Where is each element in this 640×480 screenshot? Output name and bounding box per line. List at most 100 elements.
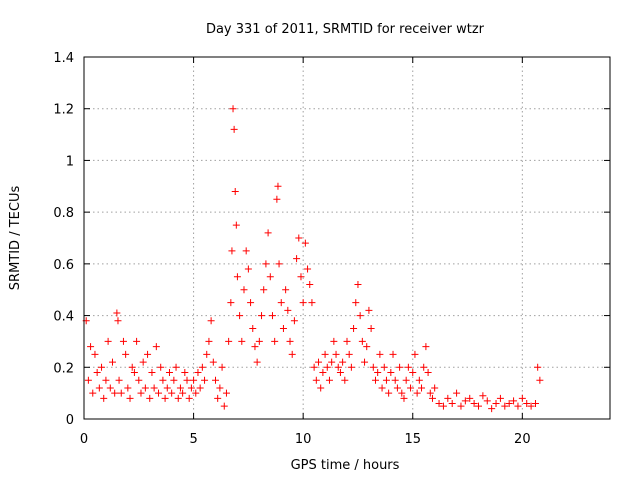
data-point — [260, 286, 268, 294]
data-points — [82, 105, 544, 413]
x-tick-label: 10 — [295, 432, 312, 447]
y-axis-label: SRMTID / TECUs — [8, 186, 23, 291]
data-point — [95, 384, 103, 392]
data-point — [367, 325, 375, 332]
data-point — [363, 343, 371, 351]
data-point — [358, 337, 366, 345]
data-point — [518, 394, 526, 402]
data-point — [396, 363, 404, 371]
data-point — [113, 309, 121, 317]
data-point — [391, 376, 399, 384]
data-point — [133, 337, 141, 345]
data-point — [229, 105, 237, 113]
data-point — [225, 337, 233, 345]
data-point — [247, 299, 255, 307]
data-point — [100, 394, 108, 402]
data-point — [431, 384, 439, 392]
data-point — [126, 394, 134, 402]
data-point — [321, 350, 329, 358]
data-point — [376, 350, 384, 358]
data-point — [122, 350, 130, 358]
data-point — [249, 325, 257, 332]
y-tick-label: 0.6 — [53, 258, 74, 273]
data-point — [330, 337, 338, 345]
data-point — [402, 376, 410, 384]
data-point — [251, 343, 259, 351]
data-point — [179, 389, 187, 397]
data-point — [475, 402, 482, 410]
data-point — [470, 399, 478, 407]
data-point — [374, 368, 382, 376]
data-point — [137, 389, 145, 397]
y-axis-ticks: 0 0.2 0.4 0.6 0.8 1 1.2 1.4 — [53, 51, 610, 428]
y-tick-label: 0.2 — [53, 361, 74, 376]
data-point — [461, 397, 469, 405]
data-point — [214, 394, 222, 402]
data-point — [488, 405, 496, 413]
data-point — [527, 402, 535, 410]
data-point — [212, 376, 219, 384]
data-point — [124, 384, 132, 392]
data-point — [205, 337, 213, 345]
data-point — [382, 376, 390, 384]
data-point — [170, 376, 178, 384]
data-point — [369, 363, 377, 371]
data-point — [323, 363, 331, 371]
data-point — [282, 286, 290, 294]
data-point — [420, 363, 428, 371]
data-point — [106, 384, 114, 392]
x-tick-label: 20 — [514, 432, 531, 447]
data-point — [411, 350, 419, 358]
data-point — [176, 384, 184, 392]
data-point — [244, 265, 252, 273]
data-point — [91, 350, 99, 358]
data-point — [385, 389, 393, 397]
data-point — [155, 389, 163, 397]
data-point — [271, 337, 279, 345]
data-point — [233, 273, 241, 281]
data-point — [293, 255, 301, 263]
data-point — [139, 358, 147, 366]
y-tick-label: 0 — [66, 413, 74, 428]
chart-title: Day 331 of 2011, SRMTID for receiver wtz… — [206, 22, 485, 37]
data-point — [258, 312, 266, 320]
data-point — [295, 234, 303, 242]
data-point — [350, 325, 358, 332]
data-point — [400, 394, 408, 402]
data-point — [304, 265, 312, 273]
data-point — [264, 229, 272, 237]
data-point — [165, 368, 173, 376]
data-point — [93, 368, 101, 376]
data-point — [393, 384, 401, 392]
data-point — [144, 350, 152, 358]
data-point — [343, 337, 351, 345]
data-point — [501, 402, 509, 410]
data-point — [514, 402, 522, 410]
data-point — [380, 363, 388, 371]
data-point — [98, 363, 106, 371]
data-point — [255, 337, 263, 345]
data-point — [428, 394, 436, 402]
data-point — [297, 273, 305, 281]
data-point — [288, 350, 296, 358]
data-point — [262, 260, 270, 268]
data-point — [111, 389, 119, 397]
data-point — [312, 376, 320, 384]
data-point — [192, 389, 200, 397]
data-point — [117, 389, 125, 397]
data-point — [286, 337, 294, 345]
data-point — [536, 376, 544, 384]
data-point — [523, 399, 531, 407]
data-point — [198, 363, 206, 371]
data-point — [310, 363, 318, 371]
data-point — [148, 368, 156, 376]
data-point — [301, 239, 309, 247]
data-point — [115, 376, 123, 384]
data-point — [232, 221, 240, 229]
data-point — [407, 384, 415, 392]
data-point — [108, 358, 116, 366]
data-point — [157, 363, 165, 371]
data-point — [317, 384, 325, 392]
data-point — [365, 306, 373, 314]
data-point — [102, 376, 110, 384]
